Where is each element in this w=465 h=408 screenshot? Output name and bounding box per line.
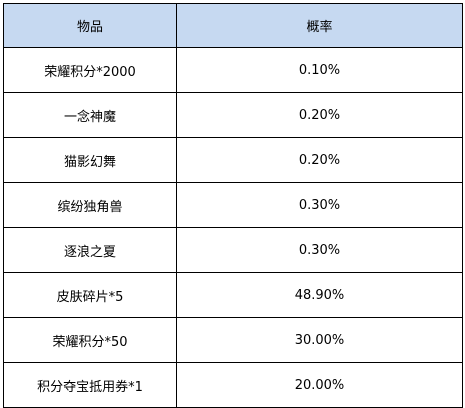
item-cell: 积分夺宝抵用券*1 — [3, 362, 177, 408]
probability-cell: 0.30% — [176, 182, 463, 228]
probability-cell: 0.20% — [176, 92, 463, 138]
table-row: 皮肤碎片*5 48.90% — [3, 272, 463, 318]
probability-cell: 0.10% — [176, 47, 463, 93]
item-cell: 猫影幻舞 — [3, 137, 177, 183]
probability-cell: 30.00% — [176, 317, 463, 363]
table-row: 缤纷独角兽 0.30% — [3, 182, 463, 228]
item-cell: 荣耀积分*50 — [3, 317, 177, 363]
item-cell: 一念神魔 — [3, 92, 177, 138]
probability-cell: 48.90% — [176, 272, 463, 318]
item-cell: 皮肤碎片*5 — [3, 272, 177, 318]
probability-cell: 0.20% — [176, 137, 463, 183]
table-header-row: 物品 概率 — [3, 3, 463, 48]
probability-table-container: 物品 概率 荣耀积分*2000 0.10% 一念神魔 0.20% 猫影幻舞 0.… — [3, 3, 463, 408]
probability-cell: 0.30% — [176, 227, 463, 273]
table-row: 一念神魔 0.20% — [3, 92, 463, 138]
probability-table: 物品 概率 荣耀积分*2000 0.10% 一念神魔 0.20% 猫影幻舞 0.… — [3, 3, 463, 408]
item-cell: 荣耀积分*2000 — [3, 47, 177, 93]
probability-cell: 20.00% — [176, 362, 463, 408]
table-row: 荣耀积分*50 30.00% — [3, 317, 463, 363]
header-probability: 概率 — [176, 3, 463, 48]
item-cell: 逐浪之夏 — [3, 227, 177, 273]
table-row: 积分夺宝抵用券*1 20.00% — [3, 362, 463, 408]
table-row: 逐浪之夏 0.30% — [3, 227, 463, 273]
table-row: 猫影幻舞 0.20% — [3, 137, 463, 183]
header-item: 物品 — [3, 3, 177, 48]
table-row: 荣耀积分*2000 0.10% — [3, 47, 463, 93]
item-cell: 缤纷独角兽 — [3, 182, 177, 228]
